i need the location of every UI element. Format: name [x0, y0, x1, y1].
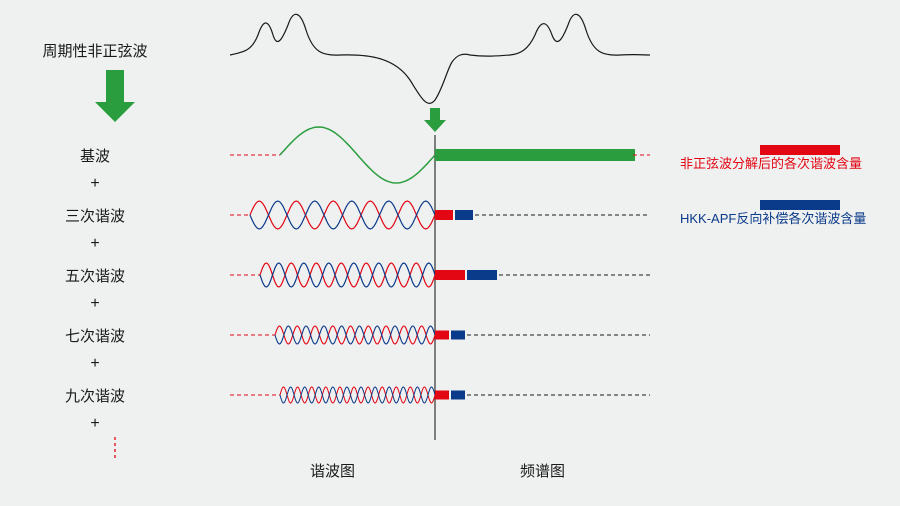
- row-label-3: 七次谐波: [0, 325, 190, 346]
- plus-3: +: [0, 355, 190, 373]
- row-label-0: 基波: [0, 145, 190, 166]
- bottom-left-label: 谐波图: [230, 460, 435, 481]
- plus-4: +: [0, 415, 190, 433]
- plus-2: +: [0, 295, 190, 313]
- row-label-2: 五次谐波: [0, 265, 190, 286]
- bottom-right-label: 频谱图: [435, 460, 650, 481]
- row-label-4: 九次谐波: [0, 385, 190, 406]
- plus-1: +: [0, 235, 190, 253]
- legend-label-0: 非正弦波分解后的各次谐波含量: [680, 156, 862, 171]
- legend-label-1: HKK-APF反向补偿各次谐波含量: [680, 211, 866, 226]
- plus-0: +: [0, 175, 190, 193]
- row-label-1: 三次谐波: [0, 205, 190, 226]
